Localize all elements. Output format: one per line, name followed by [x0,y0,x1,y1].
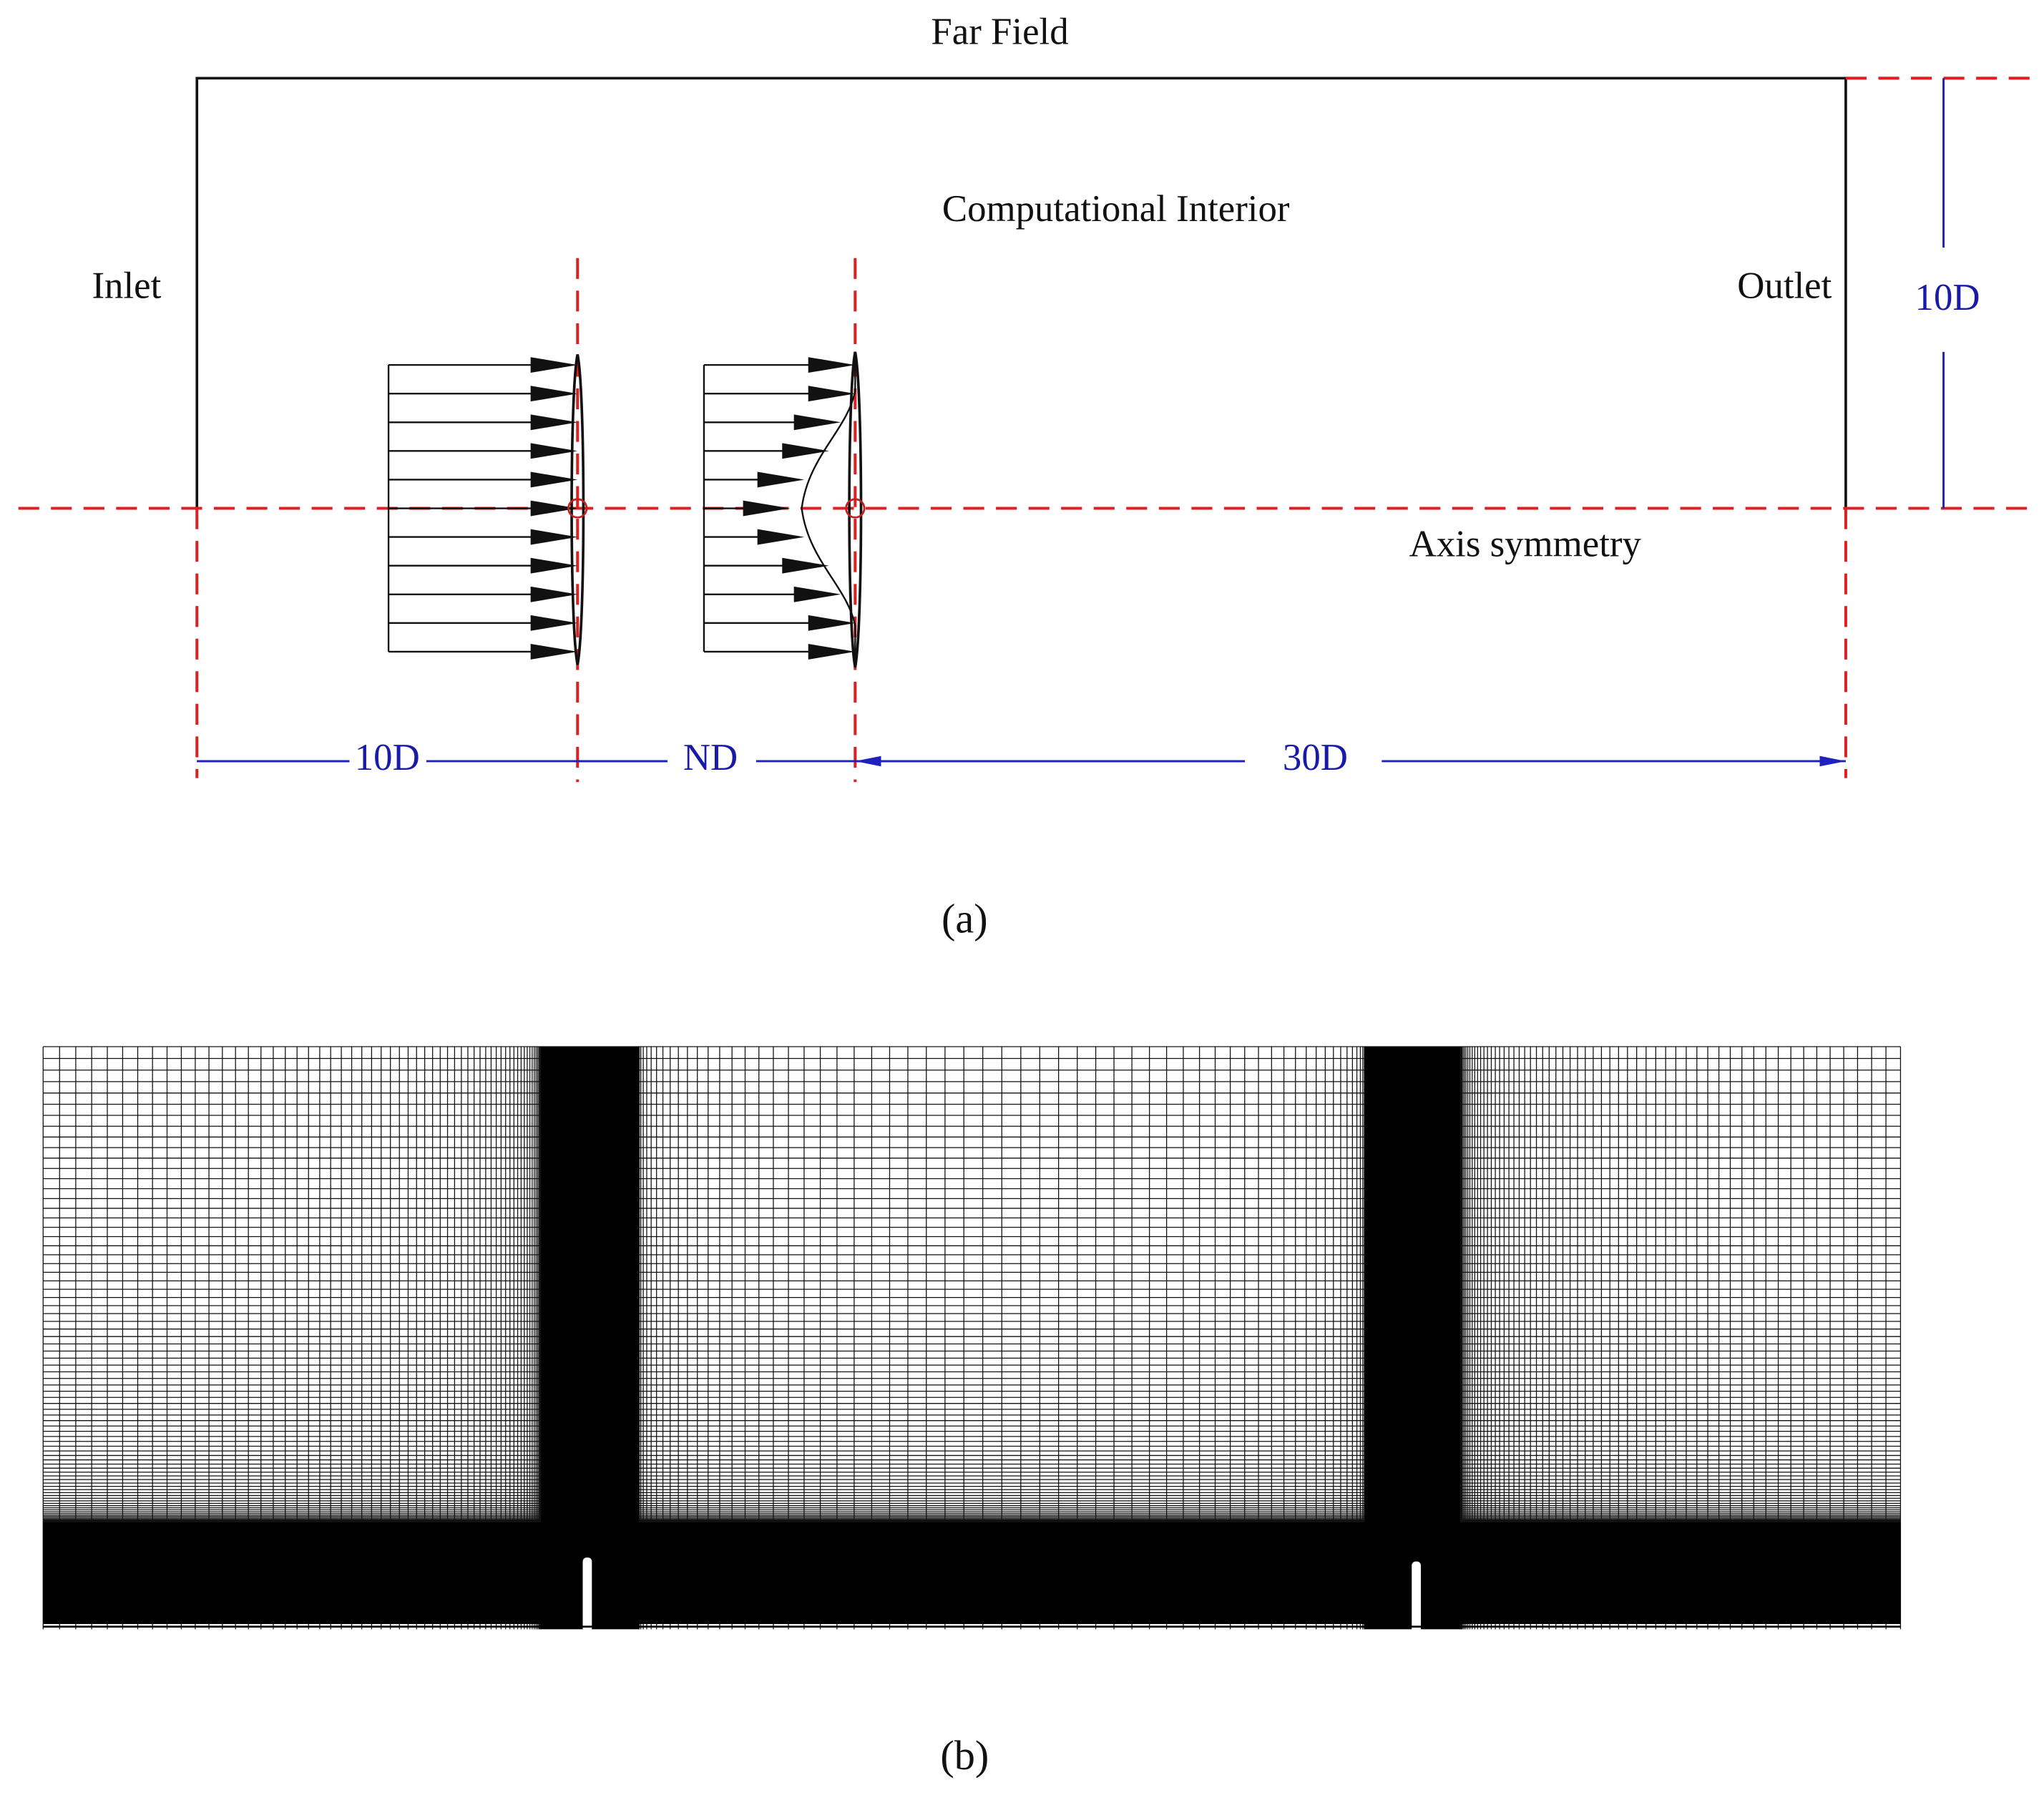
mesh [42,1046,1902,1633]
hub [567,498,588,519]
arrow-head [530,386,578,402]
dense-mesh [541,1046,639,1630]
velocity-profiles [387,354,856,662]
dense-mesh [1364,1046,1460,1630]
arrow-head [793,414,841,431]
arrow-head [530,557,578,574]
rotor-slot [582,1557,592,1633]
rotor-disks [570,351,863,668]
arrow-head [530,586,578,602]
arrow-head [530,471,578,488]
axis-label: Axis symmetry [1409,523,1642,564]
inlet-label: Inlet [92,265,161,307]
domain-border [195,77,1847,509]
arrow-head [530,443,578,459]
hub [845,498,866,519]
arrow-head [782,443,829,459]
caption: (a) [942,895,988,941]
arrow-head [530,644,578,660]
mesh-lines [42,1046,1902,1630]
arrow-head [530,529,578,545]
dimension-label: 10D [355,737,420,778]
dimension-label: 30D [1283,737,1348,778]
outlet-label: Outlet [1737,265,1832,307]
arrow-head [808,644,856,660]
interior-label: Computational Interior [942,188,1290,230]
arrow-head [782,557,829,574]
arrow-head [757,471,805,488]
wake-profile [801,354,856,662]
caption: (b) [940,1732,989,1779]
dimension-label: ND [683,737,738,778]
arrow-head [530,357,578,373]
rotor-slot [1412,1561,1421,1633]
arrow-head [757,529,805,545]
dimension-arrows [197,78,1945,761]
arrow-head [743,500,791,517]
dimension-label: 10D [1915,277,1980,318]
dense-mesh [43,1522,1901,1625]
arrow-head [808,615,856,631]
arrow-head [808,357,856,373]
arrow-head [530,414,578,431]
arrow-head [530,500,578,517]
arrow-head [793,586,841,602]
arrow-head [530,615,578,631]
arrow-head [808,386,856,402]
far-field-label: Far Field [931,11,1068,52]
reference-lines [18,77,2034,783]
